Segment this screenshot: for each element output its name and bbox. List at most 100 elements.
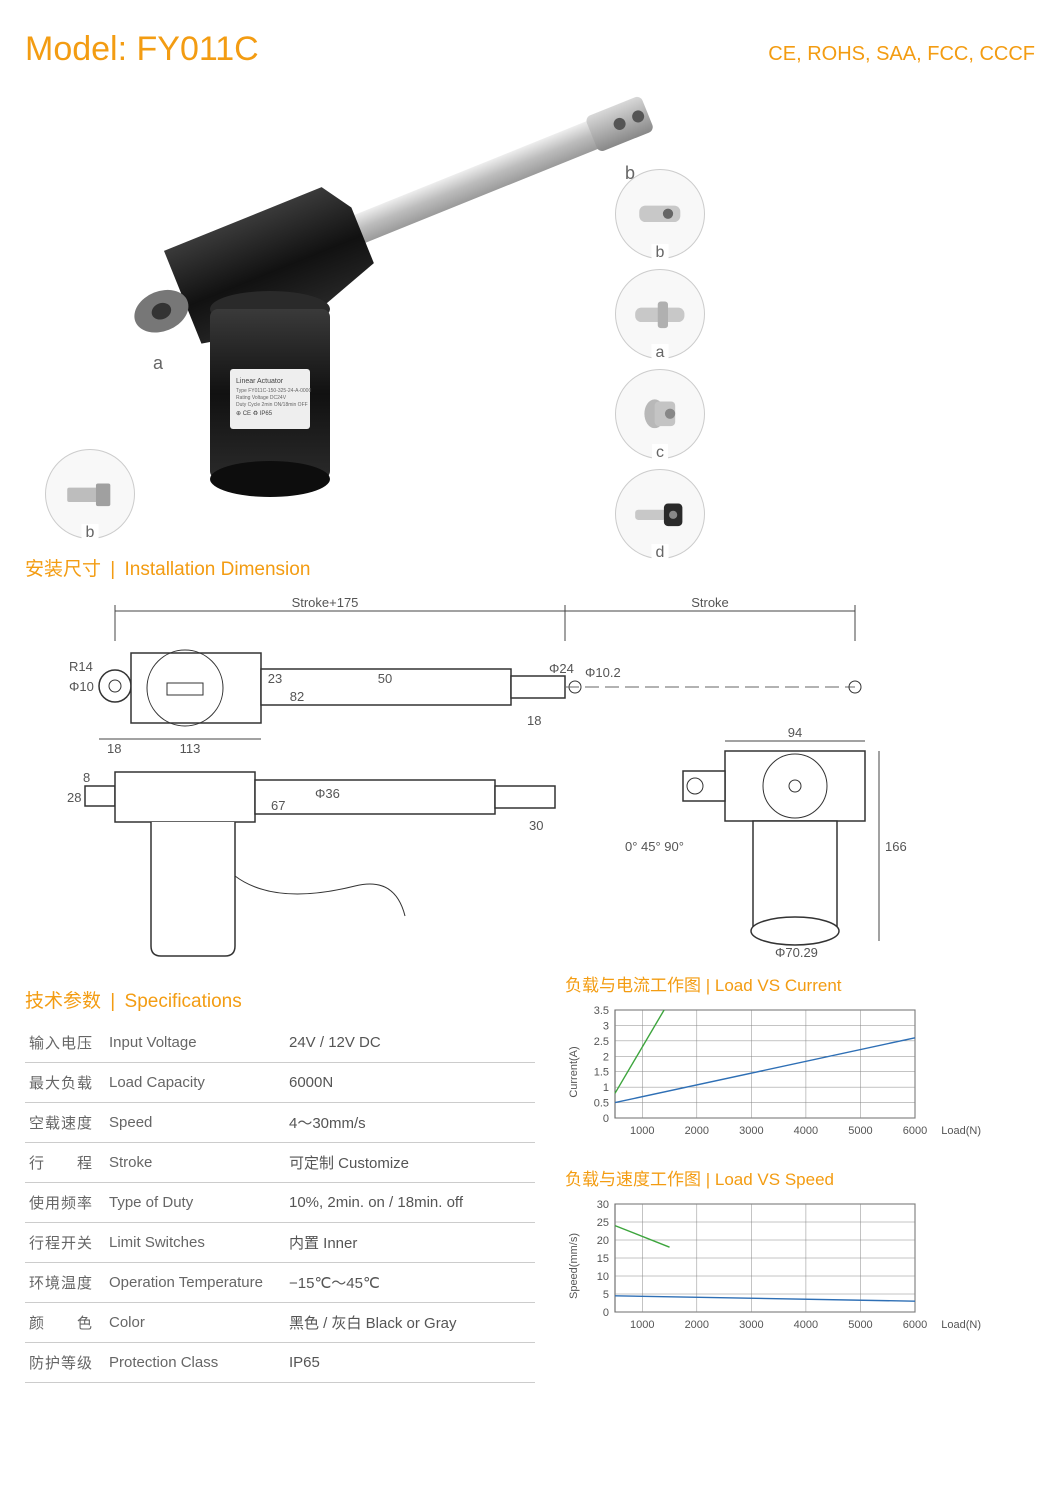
svg-text:94: 94 <box>788 725 802 740</box>
svg-text:Φ24: Φ24 <box>549 661 574 676</box>
svg-text:1.5: 1.5 <box>594 1067 609 1079</box>
svg-text:2000: 2000 <box>685 1319 709 1331</box>
svg-text:Stroke+175: Stroke+175 <box>292 595 359 610</box>
table-row: 行程开关Limit Switches内置 Inner <box>25 1223 535 1263</box>
spec-cn: 行程开关 <box>25 1223 105 1263</box>
svg-text:2: 2 <box>603 1051 609 1063</box>
spec-cn: 输入电压 <box>25 1023 105 1063</box>
spec-cn: 防护等级 <box>25 1343 105 1383</box>
svg-text:2.5: 2.5 <box>594 1036 609 1048</box>
thumb-label: c <box>652 444 668 462</box>
thumb-a: a <box>615 269 705 359</box>
spec-val: 4～30mm/s <box>285 1103 535 1143</box>
svg-text:23: 23 <box>268 671 282 686</box>
thumb-c: c <box>615 369 705 459</box>
spec-en: Load Capacity <box>105 1063 285 1103</box>
spec-en: Protection Class <box>105 1343 285 1383</box>
spec-val: IP65 <box>285 1343 535 1383</box>
svg-text:3: 3 <box>603 1020 609 1032</box>
thumb-label: a <box>652 344 669 362</box>
svg-text:Load(N): Load(N) <box>941 1125 981 1137</box>
svg-text:Duty Cycle 2min ON/18min OFF: Duty Cycle 2min ON/18min OFF <box>236 402 308 408</box>
svg-text:8: 8 <box>83 770 90 785</box>
product-hero: Linear Actuator Type FY011C-150-325-24-A… <box>25 79 1035 539</box>
spec-en: Speed <box>105 1103 285 1143</box>
spec-cn: 行 程 <box>25 1143 105 1183</box>
table-row: 最大负载Load Capacity6000N <box>25 1063 535 1103</box>
spec-en: Type of Duty <box>105 1183 285 1223</box>
svg-text:3.5: 3.5 <box>594 1005 609 1017</box>
thumb-b-left: b <box>45 449 135 539</box>
svg-text:0: 0 <box>603 1113 609 1125</box>
svg-text:4000: 4000 <box>794 1125 818 1137</box>
model-code: FY011C <box>137 30 259 68</box>
spec-cn: 空载速度 <box>25 1103 105 1143</box>
specs-table: 输入电压Input Voltage24V / 12V DC最大负载Load Ca… <box>25 1023 535 1383</box>
svg-text:6000: 6000 <box>903 1319 927 1331</box>
spec-val: 10%, 2min. on / 18min. off <box>285 1183 535 1223</box>
product-image: Linear Actuator Type FY011C-150-325-24-A… <box>65 79 685 519</box>
table-row: 环境温度Operation Temperature−15℃～45℃ <box>25 1263 535 1303</box>
thumb-label: b <box>652 244 669 262</box>
model-prefix: Model: <box>25 30 137 68</box>
cert-list: CE, ROHS, SAA, FCC, CCCF <box>768 43 1035 66</box>
technical-drawing: Stroke+175 Stroke R14 Φ10 Φ10.2 23 82 50… <box>25 591 1035 961</box>
svg-text:Stroke: Stroke <box>691 595 729 610</box>
thumb-label: d <box>652 544 669 562</box>
table-row: 行 程Stroke可定制 Customize <box>25 1143 535 1183</box>
svg-text:5000: 5000 <box>848 1125 872 1137</box>
svg-text:5: 5 <box>603 1289 609 1301</box>
chart-title: 负载与电流工作图 | Load VS Current <box>565 971 985 996</box>
svg-text:30: 30 <box>529 818 543 833</box>
svg-text:18: 18 <box>107 741 121 756</box>
svg-text:25: 25 <box>597 1217 609 1229</box>
table-row: 防护等级Protection ClassIP65 <box>25 1343 535 1383</box>
spec-cn: 最大负载 <box>25 1063 105 1103</box>
svg-text:Linear Actuator: Linear Actuator <box>236 378 284 385</box>
thumb-b-right: b <box>615 169 705 259</box>
svg-text:0.5: 0.5 <box>594 1098 609 1110</box>
spec-val: −15℃～45℃ <box>285 1263 535 1303</box>
svg-text:2000: 2000 <box>685 1125 709 1137</box>
spec-en: Stroke <box>105 1143 285 1183</box>
table-row: 使用频率Type of Duty10%, 2min. on / 18min. o… <box>25 1183 535 1223</box>
spec-en: Input Voltage <box>105 1023 285 1063</box>
svg-text:1000: 1000 <box>630 1125 654 1137</box>
svg-text:3000: 3000 <box>739 1319 763 1331</box>
spec-en: Color <box>105 1303 285 1343</box>
thumb-label: b <box>82 524 99 542</box>
section-install-title: 安装尺寸 | Installation Dimension <box>25 554 1035 581</box>
table-row: 颜 色Color黑色 / 灰白 Black or Gray <box>25 1303 535 1343</box>
chart-svg: 10002000300040005000600000.511.522.533.5… <box>565 1002 985 1142</box>
svg-text:28: 28 <box>67 790 81 805</box>
svg-text:50: 50 <box>378 671 392 686</box>
svg-text:0: 0 <box>603 1307 609 1319</box>
svg-text:113: 113 <box>180 741 201 756</box>
chart-svg: 100020003000400050006000051015202530Load… <box>565 1196 985 1336</box>
table-row: 输入电压Input Voltage24V / 12V DC <box>25 1023 535 1063</box>
svg-text:⊕ CE ♻ IP65: ⊕ CE ♻ IP65 <box>236 410 273 417</box>
svg-text:Current(A): Current(A) <box>568 1046 580 1097</box>
section-specs-title: 技术参数 | Specifications <box>25 986 535 1013</box>
spec-cn: 环境温度 <box>25 1263 105 1303</box>
svg-text:Φ10.2: Φ10.2 <box>585 665 621 680</box>
chart-load-current: 负载与电流工作图 | Load VS Current 1000 2000 3000 4… <box>565 971 985 1147</box>
svg-text:R14: R14 <box>69 659 93 674</box>
charts-column: 负载与电流工作图 | Load VS Current 1000200030004… <box>565 971 1035 1383</box>
svg-text:15: 15 <box>597 1253 609 1265</box>
thumb-d: d <box>615 469 705 559</box>
model-title: Model: FY011C <box>25 30 259 69</box>
header: Model: FY011C CE, ROHS, SAA, FCC, CCCF <box>25 30 1035 69</box>
chart-title: 负载与速度工作图 | Load VS Speed <box>565 1165 985 1190</box>
spec-en: Operation Temperature <box>105 1263 285 1303</box>
svg-text:Φ36: Φ36 <box>315 786 340 801</box>
svg-text:166: 166 <box>885 839 907 854</box>
bottom-row: 技术参数 | Specifications 输入电压Input Voltage2… <box>25 971 1035 1383</box>
svg-text:10: 10 <box>597 1271 609 1283</box>
svg-text:Φ70.29: Φ70.29 <box>775 945 818 960</box>
svg-text:Load(N): Load(N) <box>941 1319 981 1331</box>
chart-load-speed: 负载与速度工作图 | Load VS Speed 100020003000400… <box>565 1165 985 1341</box>
svg-text:3000: 3000 <box>739 1125 763 1137</box>
svg-text:20: 20 <box>597 1235 609 1247</box>
section-cn: 技术参数 <box>25 991 101 1012</box>
